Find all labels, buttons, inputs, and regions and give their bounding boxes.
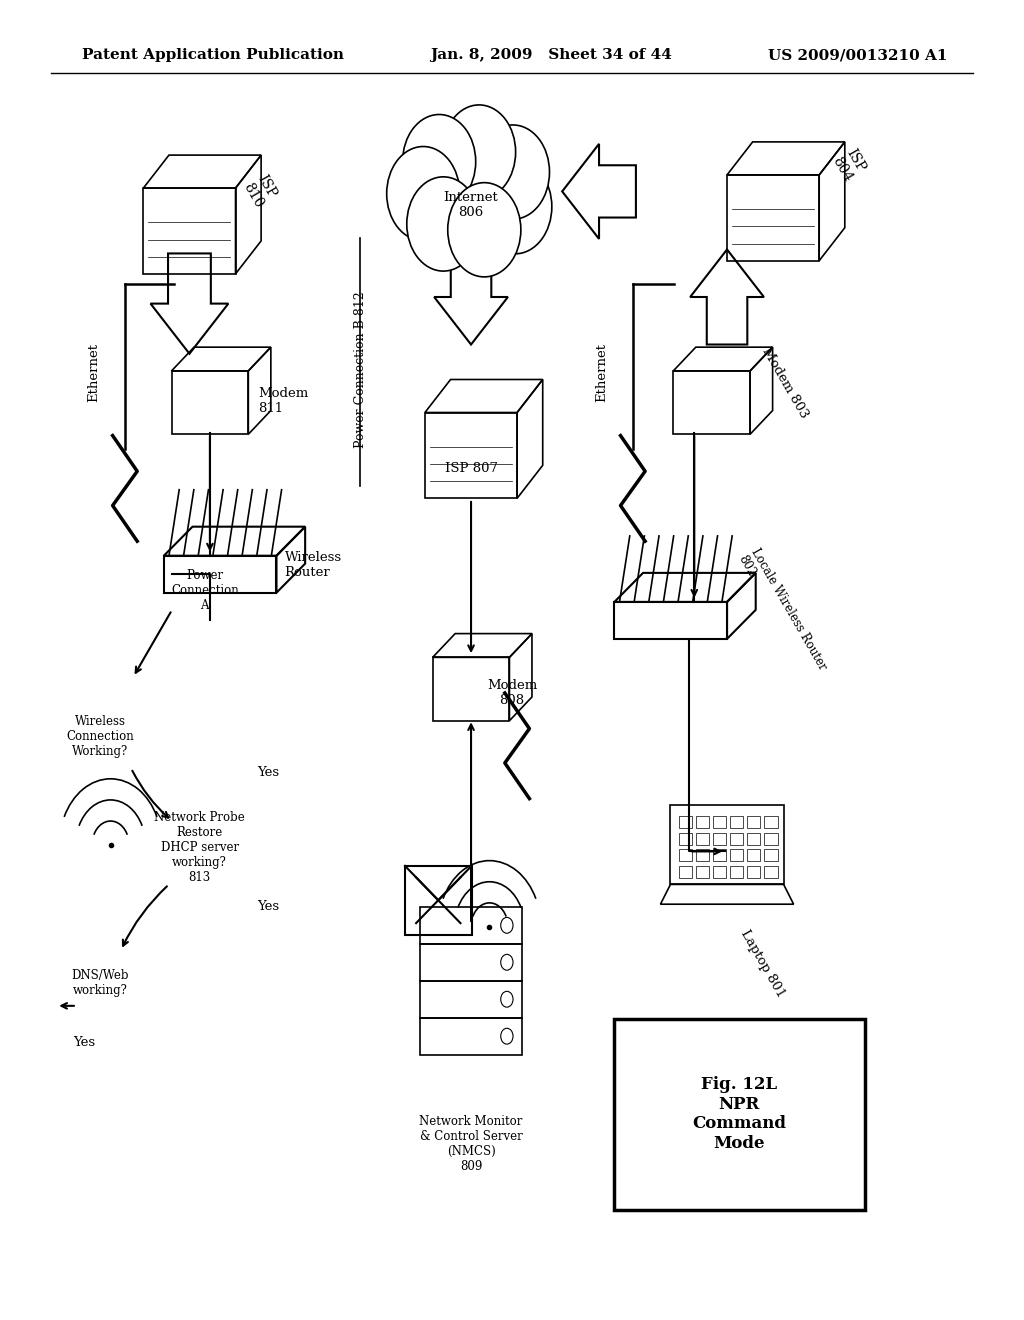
Text: Power
Connection
A: Power Connection A (171, 569, 239, 611)
Text: Jan. 8, 2009   Sheet 34 of 44: Jan. 8, 2009 Sheet 34 of 44 (430, 49, 672, 62)
Text: Ethernet: Ethernet (596, 343, 608, 401)
Text: Modem
811: Modem 811 (258, 387, 308, 416)
Circle shape (407, 177, 480, 271)
Circle shape (476, 125, 550, 219)
Text: US 2009/0013210 A1: US 2009/0013210 A1 (768, 49, 947, 62)
Text: Network Probe
Restore
DHCP server
working?
813: Network Probe Restore DHCP server workin… (155, 810, 245, 884)
Text: Modem
808: Modem 808 (486, 678, 538, 708)
Text: ISP 807: ISP 807 (444, 462, 498, 475)
Text: Laptop 801: Laptop 801 (738, 928, 787, 999)
Text: Wireless
Router: Wireless Router (285, 550, 342, 579)
Text: Yes: Yes (257, 900, 280, 913)
Text: Internet
806: Internet 806 (443, 190, 499, 219)
Text: Patent Application Publication: Patent Application Publication (82, 49, 344, 62)
Text: ISP
804: ISP 804 (829, 147, 868, 183)
Circle shape (402, 115, 476, 209)
Text: Wireless
Connection
Working?: Wireless Connection Working? (67, 715, 134, 758)
Text: Yes: Yes (73, 1036, 95, 1049)
Circle shape (447, 182, 521, 277)
Text: ISP
810: ISP 810 (241, 173, 280, 210)
Text: Modem 803: Modem 803 (760, 345, 811, 421)
Text: Fig. 12L
NPR
Command
Mode: Fig. 12L NPR Command Mode (692, 1076, 786, 1152)
Text: Network Monitor
& Control Server
(NMCS)
809: Network Monitor & Control Server (NMCS) … (420, 1115, 522, 1173)
Circle shape (442, 104, 516, 199)
FancyBboxPatch shape (614, 1019, 865, 1210)
Text: Locale Wireless Router
802: Locale Wireless Router 802 (735, 545, 828, 680)
Circle shape (478, 160, 552, 253)
Text: Ethernet: Ethernet (88, 343, 100, 401)
Circle shape (429, 137, 513, 246)
Text: Yes: Yes (257, 766, 280, 779)
Circle shape (387, 147, 460, 240)
Text: Power Connection B 812: Power Connection B 812 (354, 292, 367, 447)
Text: DNS/Web
working?: DNS/Web working? (72, 969, 129, 998)
